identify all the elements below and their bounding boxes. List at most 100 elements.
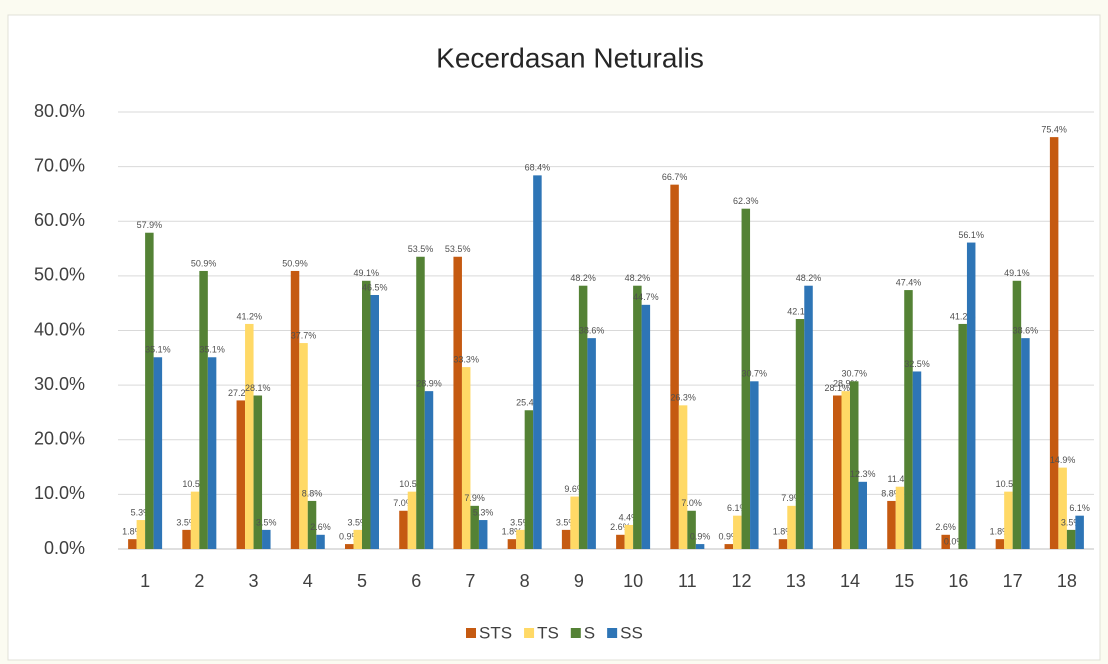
- bar: [733, 515, 742, 549]
- chart-title: Kecerdasan Neturalis: [436, 42, 704, 73]
- x-tick-label: 1: [140, 571, 150, 591]
- value-label: 7.9%: [464, 493, 485, 503]
- bar: [1021, 338, 1030, 549]
- value-label: 1.8%: [122, 527, 143, 537]
- y-tick-label: 70.0%: [34, 155, 85, 175]
- value-label: 4.4%: [619, 512, 640, 522]
- bar: [587, 338, 596, 549]
- bar: [399, 510, 408, 549]
- value-label: 42.1%: [787, 306, 813, 316]
- bar: [641, 304, 651, 549]
- value-label: 27.2%: [228, 388, 254, 398]
- y-tick-label: 20.0%: [34, 429, 85, 449]
- bar: [1049, 137, 1059, 549]
- bar: [416, 256, 425, 549]
- bar: [424, 391, 434, 549]
- bar: [858, 481, 867, 549]
- bar: [966, 242, 976, 549]
- value-label: 10.5%: [399, 479, 425, 489]
- value-label: 32.5%: [904, 359, 930, 369]
- x-tick-label: 15: [894, 571, 914, 591]
- value-label: 50.9%: [191, 258, 217, 268]
- x-tick-label: 13: [786, 571, 806, 591]
- bar: [578, 285, 588, 549]
- legend-label: TS: [537, 623, 559, 642]
- value-label: 57.9%: [137, 220, 163, 230]
- value-label: 2.6%: [935, 522, 956, 532]
- value-label: 62.3%: [733, 196, 759, 206]
- bar: [941, 534, 950, 549]
- bar: [912, 371, 922, 549]
- bar: [1075, 515, 1084, 549]
- bar: [995, 539, 1005, 549]
- bar: [1004, 491, 1013, 549]
- value-label: 53.5%: [408, 244, 434, 254]
- value-label: 48.2%: [570, 273, 596, 283]
- value-label: 3.5%: [256, 517, 277, 527]
- value-label: 11.4%: [888, 474, 913, 484]
- bar: [345, 544, 354, 549]
- bar: [1058, 467, 1067, 549]
- value-label: 0.0%: [944, 536, 965, 546]
- value-label: 30.7%: [742, 369, 768, 379]
- value-label: 7.0%: [681, 498, 702, 508]
- value-label: 35.1%: [199, 345, 225, 355]
- value-label: 56.1%: [958, 230, 984, 240]
- value-label: 44.7%: [633, 292, 659, 302]
- bar: [678, 405, 688, 549]
- value-label: 68.4%: [525, 163, 551, 173]
- value-label: 1.8%: [990, 527, 1011, 537]
- value-label: 28.1%: [824, 383, 850, 393]
- value-label: 14.9%: [1050, 455, 1076, 465]
- x-tick-label: 16: [948, 571, 968, 591]
- bar: [833, 395, 842, 549]
- bar: [307, 500, 317, 549]
- value-label: 53.5%: [445, 244, 471, 254]
- x-tick-label: 8: [520, 571, 530, 591]
- value-label: 3.5%: [1061, 517, 1082, 527]
- bar: [787, 505, 796, 549]
- value-label: 28.9%: [833, 379, 859, 389]
- bar: [153, 357, 163, 549]
- value-label: 38.6%: [1013, 326, 1039, 336]
- value-label: 5.3%: [473, 507, 494, 517]
- value-label: 28.9%: [416, 379, 442, 389]
- bar: [750, 381, 759, 549]
- x-tick-label: 17: [1003, 571, 1023, 591]
- value-label: 7.9%: [781, 493, 802, 503]
- value-label: 49.1%: [1004, 268, 1030, 278]
- value-label: 41.2%: [950, 311, 976, 321]
- x-tick-label: 2: [194, 571, 204, 591]
- x-tick-label: 5: [357, 571, 367, 591]
- x-tick-label: 12: [732, 571, 752, 591]
- chart-area: [7, 14, 1101, 661]
- bar: [724, 544, 734, 549]
- bar: [290, 270, 300, 549]
- legend-label: SS: [620, 623, 643, 642]
- legend-swatch: [570, 628, 581, 638]
- bar: [633, 285, 642, 549]
- value-label: 6.1%: [1069, 503, 1090, 513]
- bar: [624, 524, 634, 549]
- value-label: 1.8%: [773, 527, 794, 537]
- bar: [670, 184, 679, 549]
- value-label: 8.8%: [881, 488, 902, 498]
- value-label: 48.2%: [625, 273, 651, 283]
- bar: [1012, 280, 1022, 549]
- bar: [687, 510, 696, 549]
- bar: [804, 285, 813, 549]
- bar: [299, 343, 308, 549]
- value-label: 10.5%: [996, 479, 1022, 489]
- bar: [533, 175, 542, 550]
- value-label: 7.0%: [393, 498, 414, 508]
- bar: [895, 486, 905, 549]
- bar: [262, 529, 271, 549]
- legend-label: S: [584, 623, 595, 642]
- value-label: 3.5%: [347, 517, 368, 527]
- bar: [616, 534, 625, 549]
- y-tick-label: 0.0%: [44, 538, 85, 558]
- value-label: 30.7%: [841, 369, 867, 379]
- bar: [253, 395, 263, 549]
- bar: [370, 294, 379, 549]
